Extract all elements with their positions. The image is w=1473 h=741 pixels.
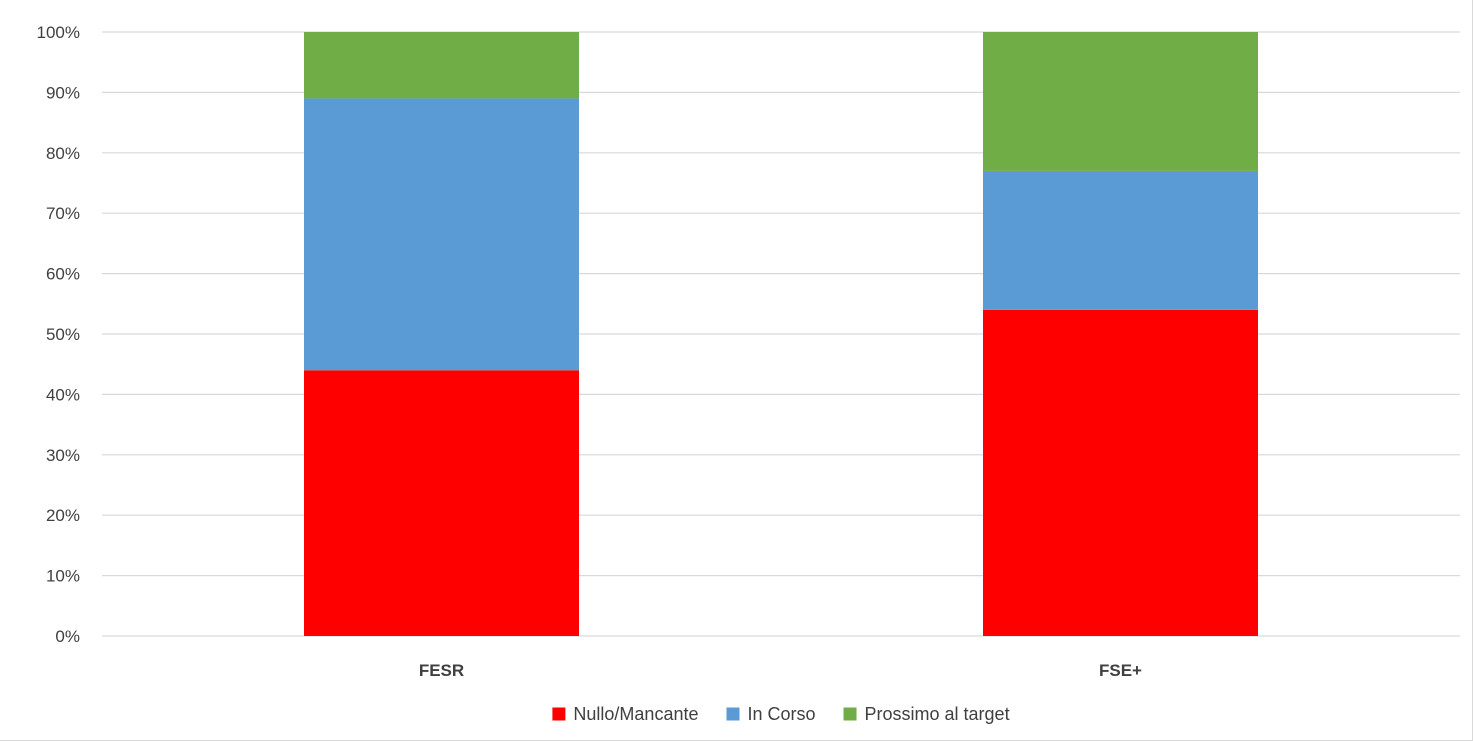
bars [304,32,1258,636]
legend-label: Nullo/Mancante [573,704,698,724]
legend-swatch [843,707,857,721]
x-tick-label: FESR [419,661,464,680]
legend-swatch [552,707,566,721]
y-axis-ticks: 0% 10% 20% 30% 40% 50% 60% 70% 80% 90% 100% [37,23,80,646]
y-tick-label: 30% [46,446,80,465]
bar-segment-fse-2 [983,170,1258,310]
legend-label: In Corso [747,704,815,724]
legend: Nullo/Mancante In Corso Prossimo al target [552,704,1010,724]
legend-label: Prossimo al target [865,704,1010,724]
bar-segment-fesr-1 [304,370,579,636]
y-tick-label: 90% [46,83,80,102]
y-tick-label: 40% [46,385,80,404]
y-tick-label: 70% [46,204,80,223]
y-tick-label: 50% [46,325,80,344]
y-tick-label: 80% [46,144,80,163]
bar-segment-fesr-2 [304,98,579,371]
y-tick-label: 20% [46,506,80,525]
bar-segment-fse-1 [983,309,1258,636]
bar-segment-fse-3 [983,32,1258,171]
y-tick-label: 0% [55,627,80,646]
x-axis-ticks: FESR FSE+ [419,661,1142,680]
legend-swatch [726,707,740,721]
bar-segment-fesr-3 [304,32,579,99]
x-tick-label: FSE+ [1099,661,1142,680]
y-tick-label: 100% [37,23,80,42]
y-tick-label: 10% [46,567,80,586]
y-tick-label: 60% [46,265,80,284]
